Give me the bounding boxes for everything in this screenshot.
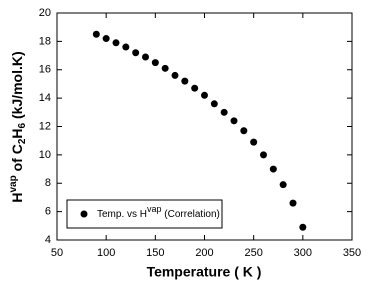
y-title-part: 6: [17, 122, 28, 128]
point: [240, 127, 248, 135]
point: [289, 199, 297, 207]
y-tick-label: 20: [39, 7, 51, 19]
x-tick-label: 100: [97, 247, 115, 259]
y-title-part: vap: [8, 175, 19, 192]
y-tick-label: 12: [39, 120, 51, 132]
y-tick-label: 4: [45, 234, 51, 246]
point: [269, 165, 277, 173]
y-tick-label: 14: [39, 92, 51, 104]
legend-label: Temp. vs Hvap (Correlation): [97, 204, 220, 219]
point: [230, 117, 238, 125]
x-tick-label: 350: [343, 247, 361, 259]
point: [132, 49, 140, 57]
y-title-part: H: [9, 128, 25, 138]
y-tick-label: 8: [45, 177, 51, 189]
point: [161, 64, 169, 72]
point: [201, 91, 208, 99]
point: [181, 77, 189, 85]
point: [220, 108, 228, 116]
point: [210, 100, 218, 108]
legend-label-part: vap: [147, 204, 162, 214]
y-tick-label: 6: [45, 206, 51, 218]
x-tick-label: 50: [51, 247, 63, 259]
legend-box: [66, 199, 223, 229]
y-tick-label: 10: [39, 149, 51, 161]
x-tick-label: 300: [294, 247, 312, 259]
x-axis-title: Temperature ( K ): [147, 264, 262, 280]
point: [142, 53, 149, 61]
point: [102, 35, 110, 43]
y-title-part: H: [9, 193, 25, 203]
point: [279, 181, 287, 189]
point: [260, 151, 267, 159]
point: [92, 30, 100, 38]
y-tick-label: 16: [39, 64, 51, 76]
legend: Temp. vs Hvap (Correlation): [66, 199, 223, 229]
x-tick-label: 150: [146, 247, 164, 259]
x-tick-label: 200: [195, 247, 213, 259]
legend-label-part: (Correlation): [162, 209, 220, 220]
y-title-part: of C: [9, 144, 25, 175]
point: [171, 71, 179, 79]
point: [191, 84, 199, 92]
y-tick-label: 18: [39, 35, 51, 47]
point: [250, 138, 258, 146]
point: [112, 39, 120, 47]
y-title-part: (kJ/mol.K): [9, 51, 25, 123]
point: [122, 43, 130, 51]
y-title-part: 2: [17, 138, 28, 144]
x-tick-label: 250: [244, 247, 262, 259]
legend-label-part: Temp. vs H: [97, 209, 147, 220]
legend-marker: [80, 210, 88, 218]
point: [299, 223, 307, 231]
point: [151, 59, 159, 67]
y-axis-title: Hvap of C2H6 (kJ/mol.K): [8, 51, 28, 202]
